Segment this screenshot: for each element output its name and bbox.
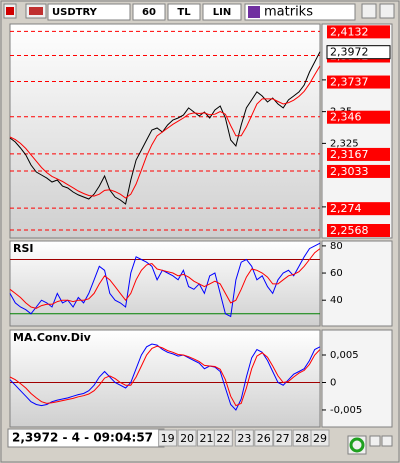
series-line (9, 65, 321, 199)
x-tick-cell (158, 429, 178, 447)
x-tick-cell (273, 429, 293, 447)
symbol: USDTRY (52, 7, 98, 18)
symbol-field[interactable] (47, 3, 131, 21)
axis-group: 2,3752,352,3252,2752,41322,39422,37372,3… (322, 25, 391, 237)
y-tick-label: -0,005 (330, 405, 362, 416)
refresh-icon (349, 437, 365, 453)
level-label: 2,274 (330, 202, 362, 215)
level-box (327, 25, 390, 39)
nav-button[interactable] (369, 435, 381, 447)
x-tick-label: 27 (276, 432, 290, 445)
level-label: 2,2568 (330, 224, 369, 237)
y-tick-label: 0 (330, 377, 336, 388)
y-tick-label: 2,325 (330, 138, 359, 149)
level-box (327, 147, 390, 161)
level-label: 2,346 (330, 111, 362, 124)
scale-field[interactable] (202, 3, 242, 21)
x-tick-label: 28 (295, 432, 309, 445)
tool-button[interactable] (379, 3, 395, 19)
panel-background (9, 23, 321, 239)
last-price-box (326, 45, 391, 60)
tool-button[interactable] (361, 3, 377, 19)
axis-background (321, 240, 393, 327)
panel-background (9, 329, 321, 428)
level-box (327, 223, 390, 237)
status: 2,3972 - 4 - 09:04:57 (12, 431, 153, 445)
x-tick-cell (177, 429, 197, 447)
x-tick-label: 23 (237, 432, 251, 445)
currency: TL (177, 7, 191, 18)
last-price-label: 2,3972 (330, 46, 369, 59)
x-tick-cell (254, 429, 274, 447)
level-label: 2,3033 (330, 165, 369, 178)
axis-background (321, 329, 393, 428)
axis-group: 0,005 0 -0,005 (322, 350, 362, 416)
level-box (327, 110, 390, 124)
panel-title: MA.Conv.Div (13, 331, 92, 344)
scale: LIN (213, 7, 231, 18)
level-box (327, 202, 390, 216)
level-label: 2,3737 (330, 76, 369, 89)
tool-icon-mark (6, 7, 14, 15)
level-box (327, 164, 390, 178)
brand: matriks (264, 5, 313, 20)
x-tick-label: 26 (257, 432, 271, 445)
y-tick-label: 60 (330, 268, 343, 279)
x-tick-label: 20 (180, 432, 194, 445)
y-tick-label: 80 (330, 241, 343, 252)
level-label: 2,3167 (330, 148, 369, 161)
x-tick-cell (310, 429, 330, 447)
series-line (9, 345, 321, 407)
brand-box (244, 3, 356, 21)
panel-title: RSI (13, 242, 34, 255)
currency-field[interactable] (167, 3, 201, 21)
series-line (9, 51, 321, 205)
y-tick-label: 0,005 (330, 350, 359, 361)
x-tick-cell (213, 429, 233, 447)
x-tick-label: 21 (200, 432, 214, 445)
status-bar: 2,3972 - 4 - 09:04:57 (7, 428, 393, 455)
y-tick-label: 40 (330, 295, 343, 306)
level-box (327, 75, 390, 89)
panel-background (9, 240, 321, 327)
nav-button[interactable] (381, 435, 393, 447)
x-tick-label: 29 (313, 432, 327, 445)
series-line (9, 343, 321, 411)
toolbar: USDTRY 60 TL LIN matriks (3, 3, 395, 21)
x-tick-label: 19 (161, 432, 175, 445)
brand-icon (248, 6, 260, 18)
period: 60 (142, 7, 156, 18)
series-line (9, 242, 321, 318)
level-label: 2,4132 (330, 25, 369, 38)
x-tick-label: 22 (216, 432, 230, 445)
period-field[interactable] (132, 3, 166, 21)
axis-group: 80 60 40 (322, 241, 343, 306)
tool-icon-mark (29, 7, 43, 15)
series-line (9, 248, 321, 309)
x-tick-cell (234, 429, 254, 447)
